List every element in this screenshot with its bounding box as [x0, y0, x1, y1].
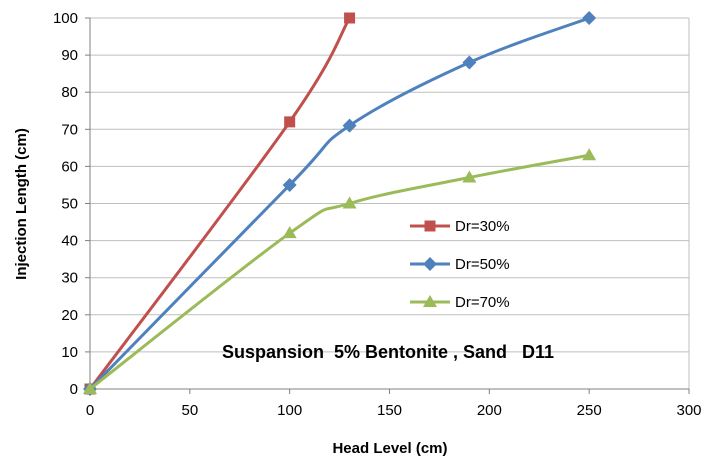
legend-marker	[423, 295, 437, 307]
y-tick-label: 20	[61, 307, 78, 324]
data-point	[282, 226, 297, 239]
legend-entry: Dr=50%	[410, 256, 510, 273]
series-Dr=50%	[83, 11, 597, 396]
x-tick-label: 200	[477, 402, 502, 419]
x-tick-label: 150	[377, 402, 402, 419]
legend-label: Dr=30%	[455, 218, 510, 235]
legend: Dr=30% Dr=50% Dr=70%	[410, 218, 510, 311]
x-tick-labels: 0 50 100 150 200 250 300	[86, 402, 702, 419]
data-point	[342, 118, 357, 133]
data-point	[83, 382, 97, 394]
legend-marker	[423, 257, 437, 271]
y-tick-label: 10	[61, 344, 78, 361]
x-tick-label: 50	[181, 402, 198, 419]
data-point	[582, 148, 597, 161]
series-line	[88, 17, 351, 390]
y-axis-title: Injection Length (cm)	[13, 128, 30, 280]
data-point	[462, 170, 477, 183]
y-tick-label: 0	[70, 381, 78, 398]
y-tick-label: 70	[61, 121, 78, 138]
x-tick-label: 300	[676, 402, 701, 419]
y-tick-label: 50	[61, 196, 78, 213]
series-line	[88, 16, 590, 391]
data-point	[342, 196, 357, 209]
legend-label: Dr=50%	[455, 256, 510, 273]
chart-annotation: Suspansion 5% Bentonite , Sand D11	[222, 342, 554, 362]
y-tick-label: 90	[61, 47, 78, 64]
y-tick-label: 40	[61, 233, 78, 250]
series-Dr=70%	[83, 148, 597, 394]
x-axis-title: Head Level (cm)	[332, 440, 447, 457]
series-group	[83, 11, 597, 396]
x-tick-label: 100	[277, 402, 302, 419]
data-point	[344, 12, 356, 24]
data-point	[462, 55, 477, 70]
data-point	[284, 116, 296, 128]
gridlines	[90, 17, 690, 389]
data-point	[582, 11, 597, 25]
y-tick-label: 30	[61, 270, 78, 287]
x-tick-label: 0	[86, 402, 94, 419]
x-tick-label: 250	[577, 402, 602, 419]
legend-marker	[424, 220, 436, 232]
data-point	[282, 177, 297, 192]
legend-entry: Dr=30%	[410, 218, 510, 235]
legend-label: Dr=70%	[455, 294, 510, 311]
axes	[85, 17, 690, 394]
y-tick-label: 100	[53, 10, 78, 27]
legend-entry: Dr=70%	[410, 294, 510, 311]
y-tick-label: 80	[61, 84, 78, 101]
y-tick-label: 60	[61, 158, 78, 175]
y-tick-labels: 0 10 20 30 40 50 60 70 80 90 100	[53, 10, 78, 398]
